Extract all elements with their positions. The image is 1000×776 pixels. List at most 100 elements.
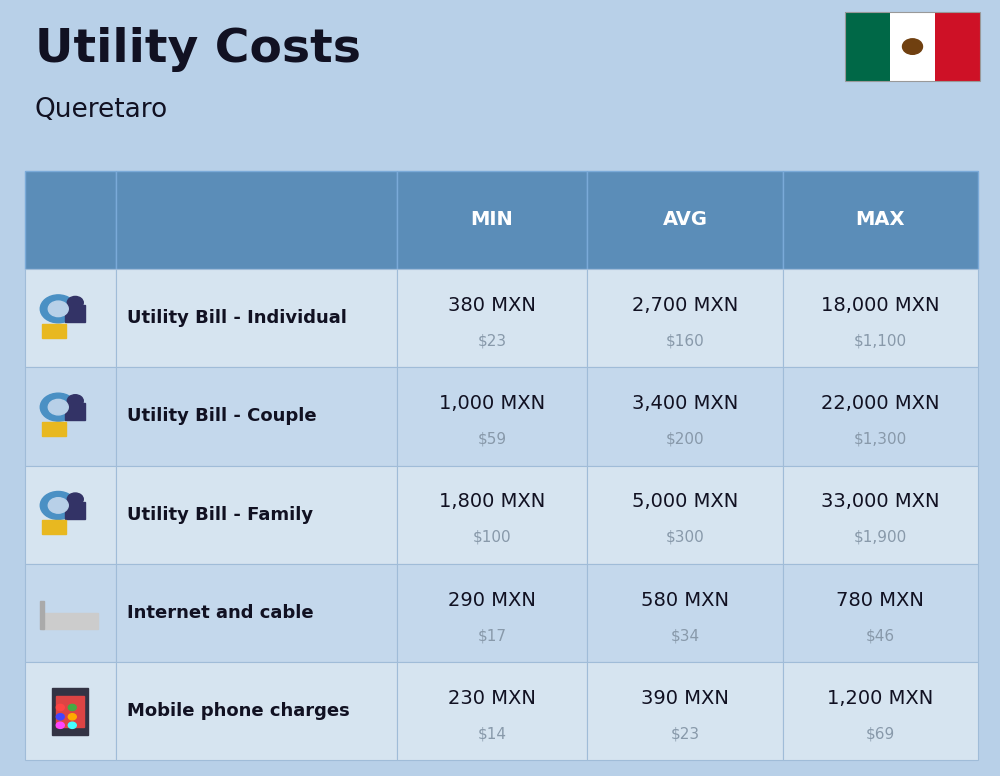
Circle shape: [48, 301, 68, 317]
Circle shape: [48, 400, 68, 415]
Text: $23: $23: [670, 726, 700, 741]
Text: 1,000 MXN: 1,000 MXN: [439, 394, 545, 413]
Text: $1,900: $1,900: [854, 530, 907, 545]
Bar: [116, 662, 397, 760]
Bar: [783, 662, 978, 760]
Text: Utility Bill - Couple: Utility Bill - Couple: [127, 407, 317, 425]
Text: AVG: AVG: [662, 210, 707, 230]
Bar: [116, 171, 397, 269]
Bar: [25, 171, 116, 269]
Circle shape: [56, 714, 64, 720]
Bar: [783, 367, 978, 466]
Bar: [42, 422, 66, 436]
Text: $300: $300: [666, 530, 704, 545]
Bar: [116, 367, 397, 466]
Bar: [65, 404, 85, 421]
Text: $23: $23: [477, 333, 507, 348]
Bar: [25, 367, 116, 466]
Bar: [845, 12, 890, 81]
Bar: [42, 324, 66, 338]
Bar: [116, 466, 397, 564]
Circle shape: [48, 497, 68, 513]
Circle shape: [902, 39, 922, 54]
Bar: [52, 688, 88, 735]
Text: Utility Bill - Family: Utility Bill - Family: [127, 506, 313, 524]
Bar: [587, 171, 783, 269]
Text: MIN: MIN: [471, 210, 513, 230]
Bar: [587, 367, 783, 466]
Bar: [783, 269, 978, 367]
Text: MAX: MAX: [856, 210, 905, 230]
Text: $1,300: $1,300: [854, 431, 907, 446]
Circle shape: [40, 491, 76, 519]
Text: 1,200 MXN: 1,200 MXN: [827, 689, 933, 708]
Circle shape: [40, 393, 76, 421]
Text: $200: $200: [666, 431, 704, 446]
Bar: [783, 466, 978, 564]
Text: 780 MXN: 780 MXN: [836, 591, 924, 610]
Text: Mobile phone charges: Mobile phone charges: [127, 702, 350, 720]
Bar: [116, 564, 397, 662]
Text: $100: $100: [473, 530, 511, 545]
Bar: [65, 305, 85, 322]
Bar: [40, 601, 44, 629]
Text: 5,000 MXN: 5,000 MXN: [632, 493, 738, 511]
Circle shape: [67, 395, 83, 407]
Text: $160: $160: [666, 333, 704, 348]
Text: $17: $17: [477, 628, 506, 643]
Bar: [845, 12, 980, 81]
Bar: [397, 564, 587, 662]
Text: $69: $69: [866, 726, 895, 741]
Circle shape: [56, 705, 64, 711]
Circle shape: [67, 493, 83, 505]
Text: Internet and cable: Internet and cable: [127, 604, 314, 622]
Bar: [25, 564, 116, 662]
Text: 2,700 MXN: 2,700 MXN: [632, 296, 738, 315]
Bar: [397, 466, 587, 564]
Bar: [65, 501, 85, 518]
Bar: [587, 269, 783, 367]
Bar: [587, 466, 783, 564]
Bar: [587, 662, 783, 760]
Bar: [397, 367, 587, 466]
Text: 390 MXN: 390 MXN: [641, 689, 729, 708]
Bar: [890, 12, 935, 81]
Circle shape: [56, 722, 64, 729]
Text: 33,000 MXN: 33,000 MXN: [821, 493, 940, 511]
Bar: [25, 466, 116, 564]
Circle shape: [40, 295, 76, 323]
Text: 18,000 MXN: 18,000 MXN: [821, 296, 940, 315]
Bar: [42, 520, 66, 534]
Circle shape: [68, 705, 76, 711]
Text: $46: $46: [866, 628, 895, 643]
Text: 380 MXN: 380 MXN: [448, 296, 536, 315]
Text: 580 MXN: 580 MXN: [641, 591, 729, 610]
Circle shape: [68, 714, 76, 720]
Bar: [783, 171, 978, 269]
Bar: [397, 662, 587, 760]
Bar: [25, 269, 116, 367]
Bar: [25, 662, 116, 760]
Text: $14: $14: [477, 726, 506, 741]
Circle shape: [68, 722, 76, 729]
Text: $1,100: $1,100: [854, 333, 907, 348]
Bar: [56, 696, 84, 727]
Text: $59: $59: [477, 431, 507, 446]
Bar: [397, 171, 587, 269]
Bar: [587, 564, 783, 662]
Text: $34: $34: [670, 628, 700, 643]
Text: 22,000 MXN: 22,000 MXN: [821, 394, 940, 413]
Bar: [397, 269, 587, 367]
Bar: [116, 269, 397, 367]
Text: 3,400 MXN: 3,400 MXN: [632, 394, 738, 413]
Bar: [935, 12, 980, 81]
Bar: [783, 564, 978, 662]
Text: 1,800 MXN: 1,800 MXN: [439, 493, 545, 511]
Text: 230 MXN: 230 MXN: [448, 689, 536, 708]
Circle shape: [67, 296, 83, 309]
Text: 290 MXN: 290 MXN: [448, 591, 536, 610]
Text: Utility Costs: Utility Costs: [35, 27, 361, 72]
Bar: [42, 613, 98, 629]
Text: Utility Bill - Individual: Utility Bill - Individual: [127, 309, 347, 327]
Text: Queretaro: Queretaro: [35, 97, 168, 123]
